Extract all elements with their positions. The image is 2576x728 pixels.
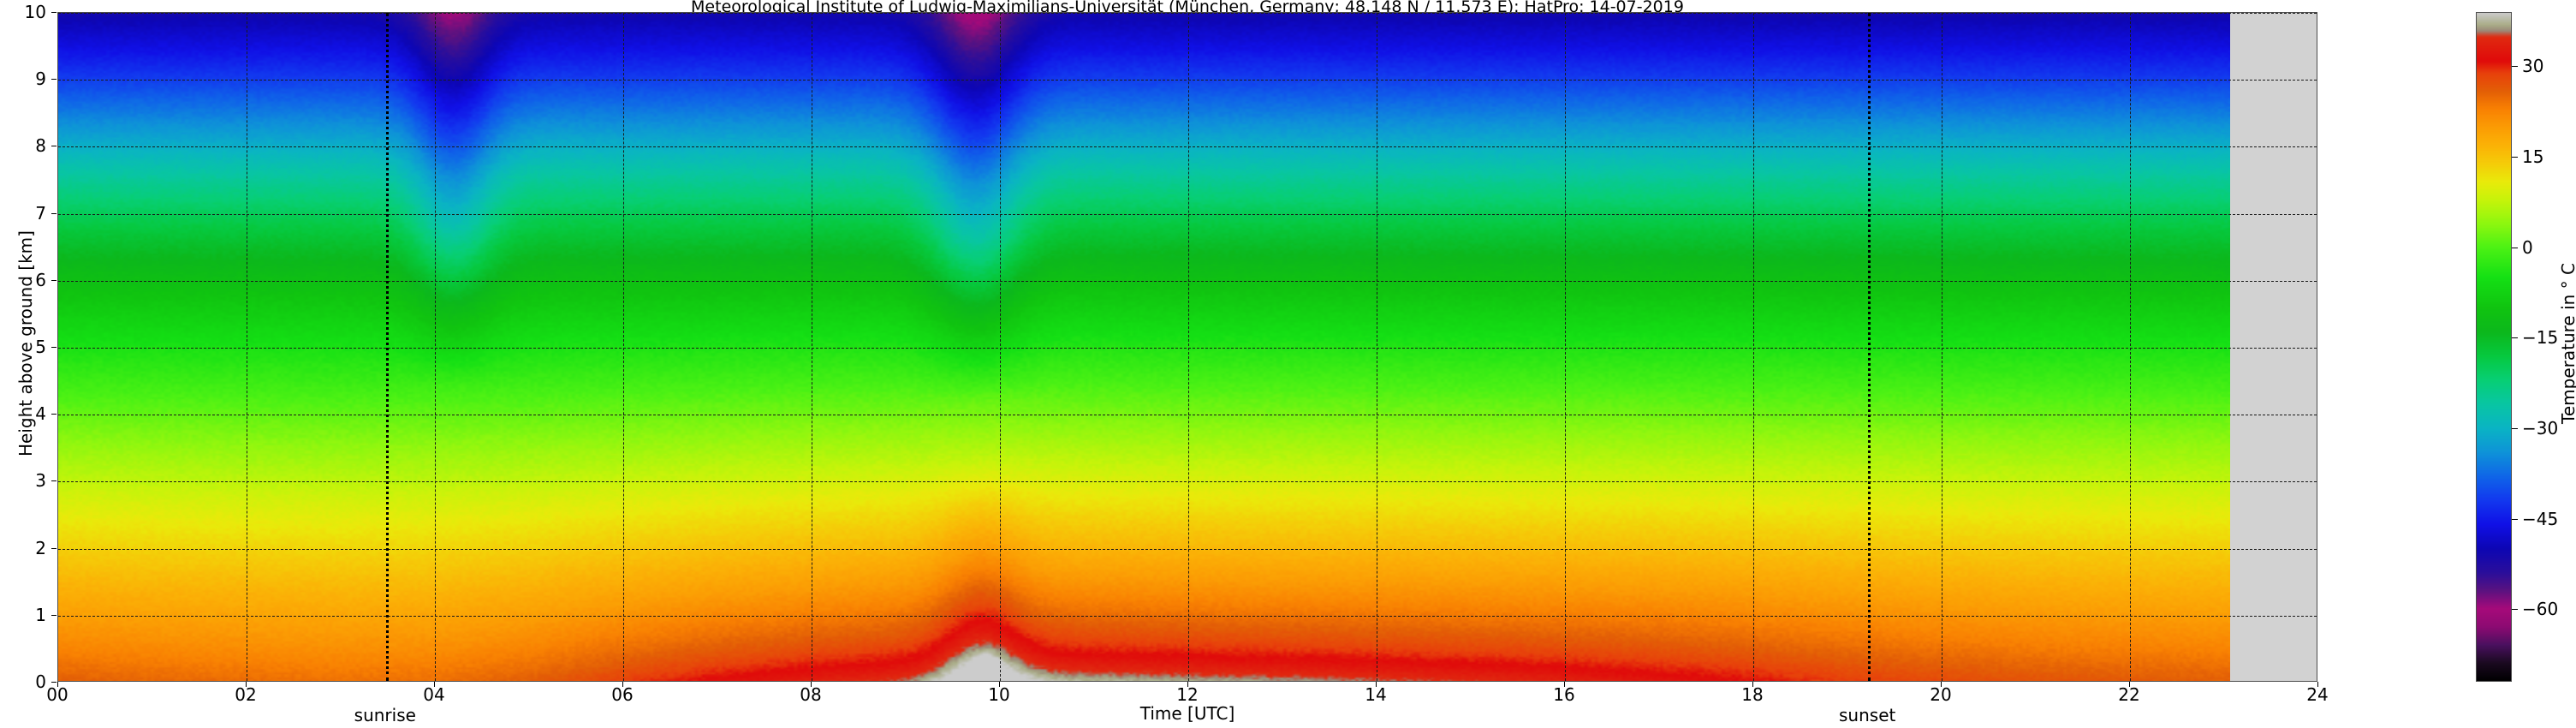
y-tick-mark (51, 12, 57, 13)
x-tick-mark (1187, 682, 1188, 687)
y-axis-ticks: 0 1 2 3 4 5 6 7 8 9 10 (0, 3, 57, 690)
x-tick-label: 20 (1930, 684, 1952, 705)
y-tick-mark (51, 347, 57, 348)
y-tick-mark (51, 682, 57, 683)
y-tick-label: 4 (35, 403, 46, 425)
y-tick-label: 3 (35, 470, 46, 492)
no-data-region (2229, 13, 2317, 681)
event-label-sunset: sunset (1839, 705, 1896, 725)
heatmap-plot[interactable] (57, 12, 2317, 682)
colorbar-tick-mark (2512, 609, 2518, 611)
colorbar-tick-label: −30 (2522, 418, 2559, 439)
y-tick-mark (51, 414, 57, 415)
colorbar-tick-label: 30 (2522, 56, 2544, 77)
x-axis-ticks: 00 02 04 06 08 10 12 14 16 18 20 22 24 sunrise sunset (46, 682, 2329, 725)
event-line-sunrise (385, 13, 389, 681)
x-tick-label: 08 (800, 684, 822, 705)
x-tick-label: 02 (235, 684, 257, 705)
x-tick-label: 00 (46, 684, 68, 705)
x-tick-label: 16 (1553, 684, 1575, 705)
x-tick-mark (999, 682, 1000, 687)
y-tick-label: 2 (35, 537, 46, 558)
x-tick-label: 24 (2306, 684, 2329, 705)
x-axis-label: Time [UTC] (1139, 703, 1235, 724)
x-tick-mark (434, 682, 435, 687)
x-tick-mark (57, 682, 58, 687)
y-tick-label: 10 (24, 2, 46, 22)
event-line-sunset (1868, 13, 1871, 681)
y-tick-mark (51, 79, 57, 81)
x-tick-mark (622, 682, 623, 687)
y-tick-label: 1 (35, 604, 46, 625)
x-tick-mark (811, 682, 812, 687)
temperature-heatmap (58, 13, 2317, 681)
colorbar-tick-mark (2512, 157, 2518, 158)
x-tick-mark (1564, 682, 1565, 687)
colorbar-tick-label: −15 (2522, 327, 2559, 349)
x-tick-label: 04 (423, 684, 445, 705)
colorbar-label: Temperature in ° C (2558, 263, 2576, 424)
x-tick-label: 22 (2118, 684, 2140, 705)
colorbar-tick-label: 15 (2522, 146, 2544, 168)
y-tick-label: 0 (35, 671, 46, 692)
colorbar-tick-label: 0 (2522, 236, 2533, 258)
colorbar[interactable] (2476, 12, 2512, 682)
y-axis-label: Height above ground [km] (15, 230, 36, 456)
x-tick-label: 06 (611, 684, 634, 705)
colorbar-tick-label: −60 (2522, 599, 2559, 620)
x-tick-mark (2317, 682, 2318, 687)
x-tick-label: 10 (988, 684, 1010, 705)
y-tick-label: 7 (35, 202, 46, 224)
colorbar-tick-mark (2512, 337, 2518, 339)
y-tick-mark (51, 212, 57, 214)
x-tick-label: 18 (1741, 684, 1764, 705)
y-tick-label: 5 (35, 337, 46, 357)
x-tick-label: 14 (1365, 684, 1387, 705)
x-tick-mark (1376, 682, 1377, 687)
page-title: Meteorological Institute of Ludwig-Maxim… (691, 0, 1684, 16)
colorbar-tick-mark (2512, 518, 2518, 520)
x-tick-mark (2129, 682, 2130, 687)
y-tick-mark (51, 614, 57, 616)
colorbar-ticks: 30 15 0 −15 −30 −45 −60 (2512, 12, 2572, 682)
colorbar-tick-mark (2512, 66, 2518, 68)
y-tick-label: 9 (35, 69, 46, 90)
y-tick-mark (51, 279, 57, 281)
x-tick-mark (1752, 682, 1753, 687)
x-tick-label: 12 (1176, 684, 1199, 705)
y-tick-mark (51, 547, 57, 549)
y-tick-label: 6 (35, 269, 46, 290)
x-tick-mark (1941, 682, 1942, 687)
y-tick-label: 8 (35, 135, 46, 157)
colorbar-tick-label: −45 (2522, 508, 2559, 529)
y-tick-mark (51, 480, 57, 482)
event-label-sunrise: sunrise (354, 705, 416, 725)
x-tick-mark (246, 682, 247, 687)
colorbar-tick-mark (2512, 428, 2518, 430)
